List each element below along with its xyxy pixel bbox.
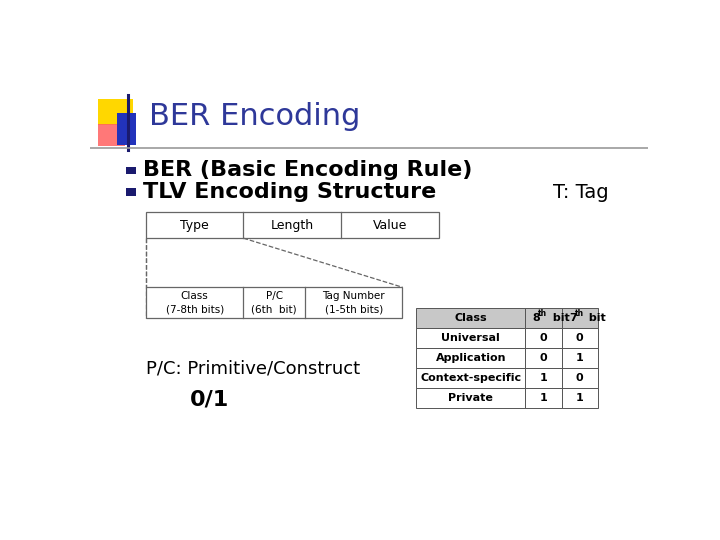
Bar — [526, 348, 562, 368]
Bar — [526, 368, 562, 388]
Text: bit: bit — [585, 313, 606, 323]
Text: 8: 8 — [533, 313, 541, 323]
Bar — [526, 308, 562, 328]
Bar — [117, 113, 136, 145]
Text: Universal: Universal — [441, 333, 500, 343]
Text: Type: Type — [180, 219, 209, 232]
Text: Class
(7-8th bits): Class (7-8th bits) — [166, 291, 224, 314]
Bar — [562, 308, 598, 328]
Text: 0: 0 — [576, 373, 583, 383]
Text: P/C: Primitive/Construct: P/C: Primitive/Construct — [145, 359, 360, 377]
Text: Class: Class — [454, 313, 487, 323]
Text: Tag Number
(1-5th bits): Tag Number (1-5th bits) — [323, 291, 385, 314]
Text: 1: 1 — [576, 353, 583, 363]
Bar — [416, 348, 526, 368]
Text: th: th — [539, 309, 547, 319]
Text: 1: 1 — [576, 393, 583, 403]
Text: Value: Value — [373, 219, 407, 232]
Bar — [416, 308, 526, 328]
Text: Application: Application — [436, 353, 506, 363]
Text: 0: 0 — [576, 333, 583, 343]
Text: 0/1: 0/1 — [190, 389, 230, 409]
Text: 0: 0 — [539, 333, 547, 343]
Text: 7: 7 — [569, 313, 577, 323]
Text: Length: Length — [271, 219, 314, 232]
Text: BER Encoding: BER Encoding — [148, 102, 360, 131]
Bar — [99, 99, 133, 125]
Bar — [416, 388, 526, 408]
Bar — [562, 368, 598, 388]
Bar — [562, 388, 598, 408]
Bar — [145, 287, 402, 319]
Bar — [126, 188, 136, 196]
Text: 1: 1 — [539, 373, 547, 383]
Text: Context-specific: Context-specific — [420, 373, 521, 383]
Text: bit: bit — [549, 313, 570, 323]
Text: 0: 0 — [539, 353, 547, 363]
Text: Private: Private — [449, 393, 493, 403]
Bar — [416, 328, 526, 348]
Text: T: Tag: T: Tag — [553, 183, 609, 201]
Text: BER (Basic Encoding Rule): BER (Basic Encoding Rule) — [143, 160, 472, 180]
Bar — [99, 124, 125, 146]
Text: TLV Encoding Structure: TLV Encoding Structure — [143, 182, 436, 202]
Bar — [145, 212, 438, 238]
Text: P/C
(6th  bit): P/C (6th bit) — [251, 291, 297, 314]
Bar — [526, 328, 562, 348]
Text: th: th — [575, 309, 584, 319]
Bar — [126, 167, 136, 174]
Text: 1: 1 — [539, 393, 547, 403]
Bar — [562, 328, 598, 348]
Bar — [562, 348, 598, 368]
Bar — [416, 368, 526, 388]
Bar — [526, 388, 562, 408]
